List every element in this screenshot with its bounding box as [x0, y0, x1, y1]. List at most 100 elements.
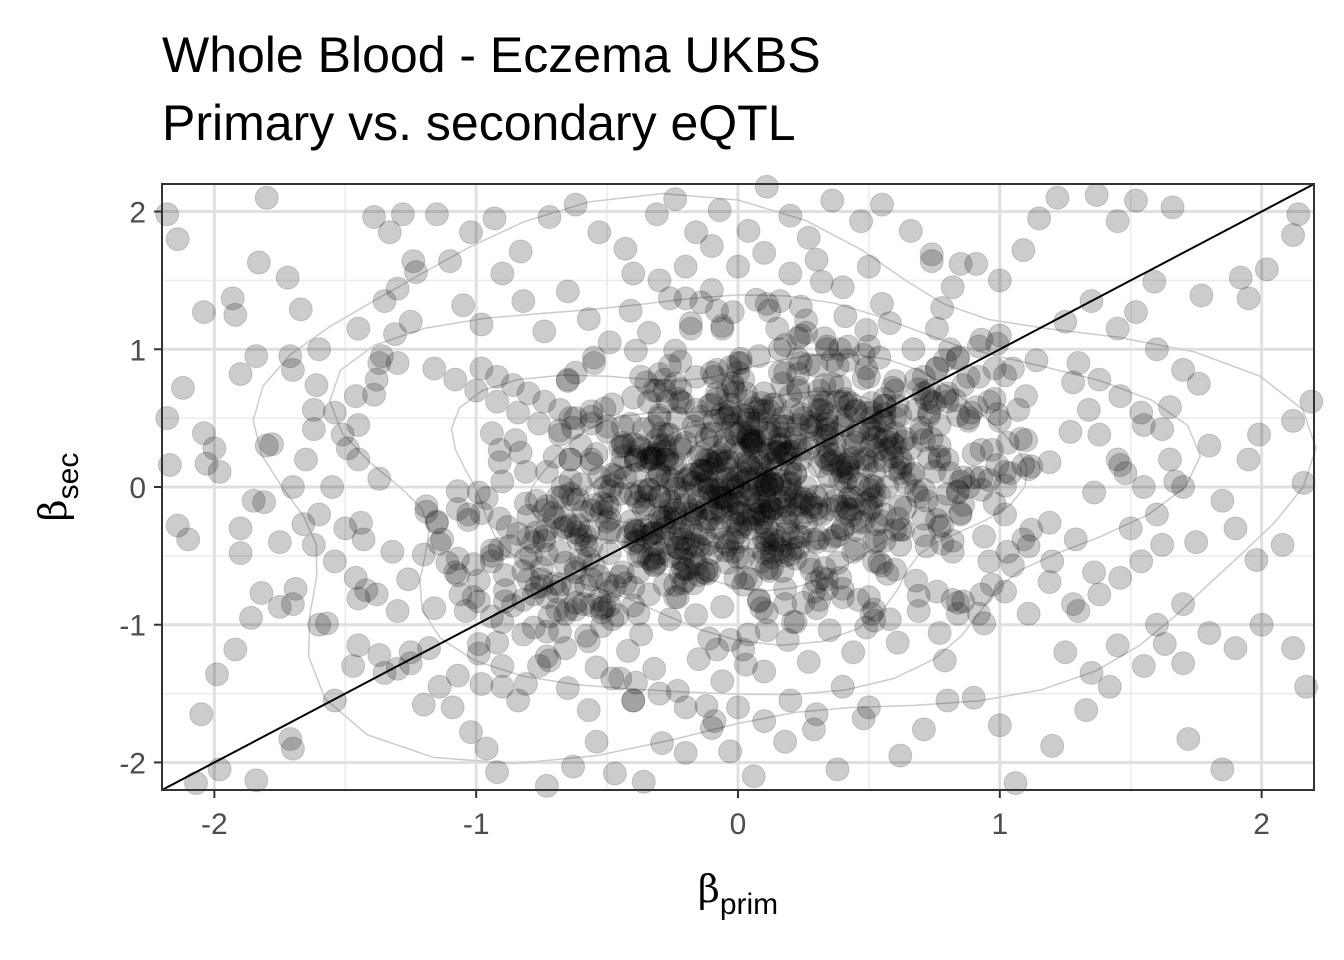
data-point [736, 411, 761, 436]
data-point [684, 603, 709, 628]
data-point [524, 520, 549, 545]
data-point [804, 702, 829, 727]
data-point [566, 527, 591, 552]
svg-text:βprim: βprim [698, 867, 778, 921]
data-point [741, 502, 766, 527]
data-point [1061, 370, 1086, 395]
data-point [681, 414, 706, 439]
y-axis-title-subscript: sec [52, 453, 85, 500]
data-point [930, 295, 955, 320]
data-point [623, 338, 648, 363]
data-point [733, 512, 758, 537]
data-point [537, 205, 562, 230]
data-point [584, 729, 609, 754]
data-point [966, 601, 991, 626]
data-point [715, 466, 740, 491]
data-point [741, 430, 766, 455]
chart-title-line-2: Primary vs. secondary eQTL [162, 95, 796, 151]
data-point [254, 185, 279, 210]
data-point [650, 421, 675, 446]
data-point [566, 487, 591, 512]
data-point [678, 516, 703, 541]
data-point [935, 688, 960, 713]
chart-title-line-1: Whole Blood - Eczema UKBS [162, 27, 821, 83]
data-point [726, 530, 750, 555]
data-point [322, 400, 347, 425]
data-point [445, 479, 470, 504]
data-point [694, 693, 719, 718]
data-point [597, 495, 622, 520]
data-point [956, 364, 981, 389]
data-point [862, 484, 887, 509]
data-point [176, 527, 201, 552]
data-point [773, 360, 798, 385]
data-point [828, 374, 853, 399]
data-point [820, 371, 845, 396]
data-point [993, 459, 1018, 484]
data-point [1171, 651, 1196, 676]
data-point [712, 486, 737, 511]
data-point [739, 430, 764, 455]
data-point [1079, 660, 1104, 685]
data-point [982, 491, 1007, 516]
data-point [710, 402, 735, 427]
data-point [555, 367, 580, 392]
data-point [820, 188, 845, 213]
data-point [665, 406, 690, 431]
data-point [553, 601, 578, 626]
data-point [893, 426, 918, 451]
data-point [985, 331, 1010, 356]
data-point [1016, 457, 1041, 482]
data-point [647, 484, 672, 509]
data-point [835, 451, 860, 476]
data-point [547, 397, 572, 422]
data-point [608, 435, 633, 460]
data-point [801, 717, 826, 742]
data-point [760, 539, 785, 564]
data-point [807, 397, 832, 422]
data-point [228, 541, 253, 566]
data-point [1210, 488, 1235, 513]
data-point [558, 406, 583, 431]
data-point [492, 563, 517, 588]
data-point [618, 411, 643, 436]
density-contour [329, 294, 1202, 696]
data-point [579, 404, 604, 429]
data-point [642, 378, 667, 403]
data-point [689, 441, 714, 466]
data-point [684, 364, 709, 389]
data-point [746, 408, 771, 433]
data-point [579, 567, 604, 592]
data-point [466, 641, 491, 666]
data-point [702, 457, 727, 482]
data-point [490, 469, 515, 494]
data-point [673, 568, 698, 593]
data-point [744, 287, 769, 312]
data-point [1223, 636, 1248, 661]
data-point [684, 220, 709, 245]
data-point [1063, 527, 1088, 552]
data-point [757, 422, 782, 447]
data-point [445, 563, 470, 588]
data-point [977, 389, 1002, 414]
data-point [644, 550, 669, 575]
data-point [657, 286, 682, 311]
data-point [684, 501, 709, 526]
data-point [733, 565, 758, 590]
data-point [521, 615, 546, 640]
data-point [663, 187, 688, 212]
data-point [545, 597, 570, 622]
data-point [673, 536, 698, 561]
data-point [655, 465, 680, 490]
data-point [636, 477, 661, 502]
data-point [320, 475, 345, 499]
data-point [940, 528, 965, 553]
data-point [288, 297, 313, 322]
data-point [1254, 257, 1279, 282]
data-point [157, 452, 182, 477]
data-point [498, 534, 523, 559]
data-point [689, 404, 714, 429]
data-point [689, 473, 714, 498]
data-point [880, 375, 905, 400]
data-point [859, 390, 884, 415]
